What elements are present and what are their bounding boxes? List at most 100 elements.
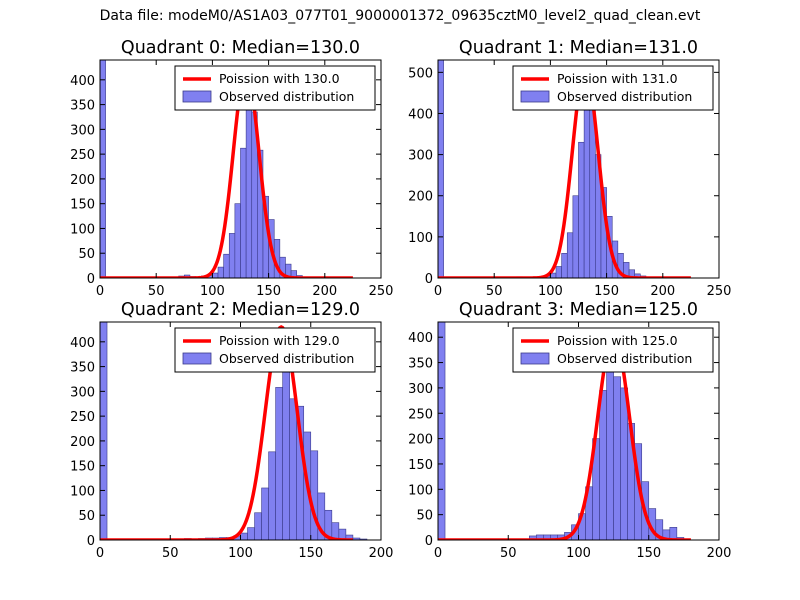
- x-tick-label: 200: [369, 546, 394, 561]
- x-tick-label: 250: [369, 284, 394, 299]
- panel-title: Quadrant 2: Median=129.0: [121, 300, 360, 320]
- y-tick-label: 0: [87, 534, 95, 549]
- histogram-bar: [240, 147, 247, 278]
- x-tick-label: 150: [594, 284, 619, 299]
- panel-quadrant-0: Quadrant 0: Median=130.0 0 50 100 150 200 250 0…: [70, 38, 393, 299]
- y-tick-label: 500: [408, 66, 433, 81]
- histogram-bar: [100, 60, 106, 278]
- x-tick-label: 150: [256, 284, 281, 299]
- legend: Poission with 130.0 Observed distribution: [174, 65, 376, 111]
- y-tick-label: 400: [70, 74, 95, 89]
- y-tick-label: 300: [408, 382, 433, 397]
- y-tick-label: 100: [408, 483, 433, 498]
- x-tick-label: 50: [486, 284, 503, 299]
- histogram-bar: [254, 512, 262, 540]
- histogram-bar: [566, 232, 574, 278]
- y-tick-label: 0: [425, 272, 433, 287]
- legend-label-poisson: Poission with 131.0: [557, 71, 678, 86]
- plot-area: [438, 322, 692, 540]
- poisson-curve: [100, 325, 354, 540]
- histogram-bar: [212, 272, 219, 278]
- panel-title: Quadrant 0: Median=130.0: [121, 38, 360, 58]
- x-tick-label: 0: [434, 284, 442, 299]
- panel-title: Quadrant 1: Median=131.0: [459, 38, 698, 58]
- histogram-bar: [247, 527, 255, 540]
- y-tick-label: 150: [70, 198, 95, 213]
- axes-frame: [437, 59, 720, 279]
- x-tick-label: 250: [707, 284, 732, 299]
- legend: Poission with 131.0 Observed distribution: [512, 65, 714, 111]
- histogram-bar: [583, 88, 591, 278]
- legend-box: [512, 65, 714, 111]
- panel-quadrant-2: Quadrant 2: Median=129.0 0 50 100 150 200 0 50 1…: [70, 300, 393, 561]
- legend-label-poisson: Poission with 125.0: [557, 333, 678, 348]
- legend-box: [174, 65, 376, 111]
- y-tick-label: 50: [416, 509, 433, 524]
- y-tick-label: 0: [87, 272, 95, 287]
- axes-frame: [99, 59, 382, 279]
- histogram-bar: [100, 322, 108, 540]
- histogram-bar: [606, 348, 614, 540]
- y-tick-label: 400: [70, 336, 95, 351]
- histogram-bar: [555, 266, 562, 278]
- legend-label-poisson: Poission with 130.0: [219, 71, 340, 86]
- panel-quadrant-1: Quadrant 1: Median=131.0 0 50 100 150 200 250 0…: [408, 38, 731, 299]
- y-tick-label: 400: [408, 107, 433, 122]
- y-tick-label: 50: [78, 247, 95, 262]
- legend-bar-swatch: [182, 90, 212, 103]
- histogram-bar: [599, 390, 607, 540]
- y-tick-label: 350: [408, 357, 433, 372]
- histogram-bar: [345, 534, 354, 540]
- y-tick-label: 200: [408, 190, 433, 205]
- y-tick-label: 200: [408, 433, 433, 448]
- y-tick-label: 350: [70, 99, 95, 114]
- legend-label-observed: Observed distribution: [219, 89, 354, 104]
- histogram-bar: [438, 322, 446, 540]
- y-tick-label: 150: [408, 458, 433, 473]
- x-tick-label: 150: [636, 546, 661, 561]
- y-tick-label: 0: [425, 534, 433, 549]
- histogram-bar: [289, 398, 297, 540]
- x-tick-label: 50: [148, 284, 165, 299]
- plot-area: [100, 322, 368, 540]
- legend-bar-swatch: [520, 90, 550, 103]
- y-tick-label: 100: [408, 231, 433, 246]
- legend-label-observed: Observed distribution: [219, 351, 354, 366]
- histogram-bar: [223, 253, 230, 278]
- y-tick-label: 300: [70, 385, 95, 400]
- x-tick-label: 50: [162, 546, 179, 561]
- legend-bar-swatch: [182, 352, 212, 365]
- y-tick-label: 250: [70, 148, 95, 163]
- figure-suptitle: Data file: modeM0/AS1A03_077T01_90000013…: [99, 8, 701, 24]
- x-tick-label: 100: [228, 546, 253, 561]
- legend-label-observed: Observed distribution: [557, 89, 692, 104]
- y-tick-label: 400: [408, 331, 433, 346]
- histogram-bar: [217, 266, 224, 278]
- x-tick-label: 100: [200, 284, 225, 299]
- y-tick-label: 50: [78, 509, 95, 524]
- legend-label-observed: Observed distribution: [557, 351, 692, 366]
- x-tick-label: 0: [434, 546, 442, 561]
- histogram-bar: [613, 376, 621, 540]
- legend-bar-swatch: [520, 352, 550, 365]
- x-tick-label: 100: [566, 546, 591, 561]
- histogram-bar: [310, 450, 319, 540]
- histogram-bar: [275, 387, 283, 540]
- x-tick-label: 50: [500, 546, 517, 561]
- histogram-bar: [561, 253, 568, 278]
- y-tick-label: 300: [70, 123, 95, 138]
- legend-label-poisson: Poission with 129.0: [219, 333, 340, 348]
- histogram-bar: [261, 487, 269, 540]
- legend: Poission with 129.0 Observed distribution: [174, 327, 376, 373]
- y-tick-label: 200: [70, 435, 95, 450]
- panel-title: Quadrant 3: Median=125.0: [459, 300, 698, 320]
- plot-area: [100, 60, 354, 278]
- legend-box: [512, 327, 714, 373]
- histogram-bar: [245, 89, 253, 278]
- histogram-bar: [268, 451, 276, 540]
- x-tick-label: 0: [96, 284, 104, 299]
- x-tick-label: 200: [707, 546, 732, 561]
- legend-box: [174, 327, 376, 373]
